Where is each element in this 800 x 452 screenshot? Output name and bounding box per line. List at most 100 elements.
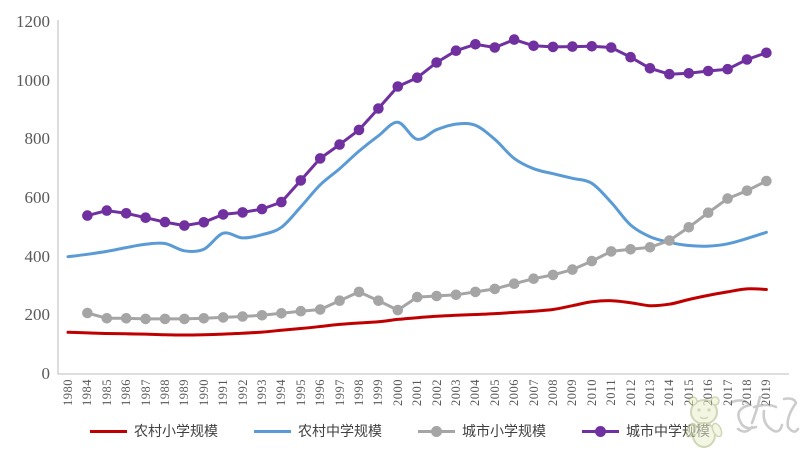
- x-tick-label: 1999: [371, 379, 386, 406]
- series-line: [66, 120, 768, 259]
- legend-label: 城市小学规模: [462, 423, 546, 439]
- data-point-marker: [237, 207, 248, 218]
- legend-line-sample: [90, 429, 127, 433]
- x-tick-label: 2005: [487, 379, 502, 406]
- data-point-marker: [741, 185, 753, 196]
- data-point-marker: [741, 54, 753, 65]
- data-point-marker: [586, 41, 598, 52]
- x-tick-label: 1986: [119, 379, 134, 406]
- data-point-marker: [702, 207, 714, 218]
- data-point-marker: [373, 103, 384, 114]
- data-point-marker: [567, 41, 578, 52]
- data-point-marker: [431, 57, 442, 68]
- data-point-marker: [528, 40, 539, 52]
- data-point-marker: [353, 286, 365, 298]
- data-point-marker: [101, 313, 113, 324]
- data-point-marker: [237, 311, 248, 322]
- x-tick-label: 2008: [546, 379, 560, 406]
- data-point-marker: [353, 124, 365, 136]
- data-point-marker: [644, 242, 656, 253]
- data-point-marker: [489, 42, 501, 53]
- x-tick-label: 2012: [623, 379, 638, 406]
- x-tick-label: 2007: [526, 379, 541, 406]
- y-tick-label: 600: [24, 188, 51, 207]
- axis-lines: [57, 20, 789, 375]
- x-tick-label: 2018: [740, 379, 754, 406]
- data-point-marker: [664, 68, 675, 80]
- x-tick-label: 2000: [390, 379, 405, 406]
- data-point-marker: [256, 203, 268, 215]
- series-rural-middle: [66, 120, 768, 259]
- chart-legend: 农村小学规模 农村中学规模 城市小学规模 城市中学规模: [0, 421, 800, 441]
- legend-item-rural-middle: 农村中学规模: [254, 421, 382, 441]
- data-point-marker: [179, 220, 190, 231]
- data-point-marker: [140, 212, 151, 223]
- y-tick-label: 400: [24, 246, 51, 266]
- series-urban-middle: [82, 34, 772, 231]
- x-tick-label: 2004: [468, 379, 483, 406]
- data-point-marker: [722, 63, 733, 75]
- data-point-marker: [450, 289, 462, 301]
- data-point-marker: [450, 45, 462, 56]
- data-point-marker: [722, 193, 733, 204]
- legend-line-marker: [90, 426, 127, 437]
- data-point-marker: [314, 153, 326, 164]
- x-tick-label: 1994: [274, 379, 289, 406]
- data-point-marker: [82, 210, 93, 221]
- data-point-marker: [120, 208, 132, 219]
- x-tick-label: 2019: [759, 379, 774, 406]
- data-point-marker: [314, 304, 326, 315]
- x-tick-label: 1996: [313, 379, 328, 406]
- data-point-marker: [508, 34, 520, 45]
- y-tick-label: 800: [24, 129, 51, 149]
- data-point-marker: [120, 313, 132, 324]
- data-point-marker: [761, 175, 772, 187]
- data-point-marker: [295, 175, 307, 186]
- data-point-marker: [431, 290, 442, 302]
- data-point-marker: [334, 139, 345, 150]
- x-tick-label: 1995: [293, 379, 308, 406]
- x-tick-label: 2014: [662, 379, 677, 406]
- legend-line-marker: [254, 426, 291, 437]
- x-tick-label: 2003: [449, 379, 463, 406]
- legend-label: 城市中学规模: [626, 423, 710, 439]
- data-point-marker: [547, 41, 559, 53]
- legend-dot-sample: [595, 425, 606, 437]
- series-line: [66, 287, 768, 337]
- x-tick-label: 1988: [158, 379, 172, 406]
- data-point-marker: [373, 295, 384, 307]
- data-point-marker: [664, 235, 675, 246]
- legend-item-rural-primary: 农村小学规模: [90, 421, 218, 441]
- data-point-marker: [276, 308, 287, 319]
- data-point-marker: [217, 209, 229, 220]
- y-tick-label: 200: [24, 305, 51, 325]
- x-tick-label: 2010: [584, 379, 599, 406]
- x-tick-label: 2011: [604, 379, 619, 406]
- x-tick-label: 1997: [332, 379, 347, 406]
- data-point-marker: [625, 244, 636, 255]
- data-point-marker: [470, 286, 481, 298]
- x-tick-label: 1990: [196, 379, 211, 406]
- data-point-marker: [489, 283, 501, 295]
- x-tick-label: 2009: [565, 379, 580, 406]
- data-point-marker: [411, 291, 423, 303]
- data-point-marker: [683, 222, 695, 233]
- legend-label: 农村中学规模: [298, 423, 382, 439]
- series-rural-primary: [66, 287, 768, 337]
- data-point-marker: [547, 269, 559, 281]
- legend-item-urban-primary: 城市小学规模: [418, 421, 546, 441]
- x-tick-label: 2013: [643, 379, 657, 406]
- data-point-marker: [761, 47, 772, 59]
- x-tick-label: 2002: [429, 379, 444, 406]
- data-point-marker: [392, 81, 404, 92]
- data-point-marker: [625, 51, 636, 63]
- data-point-marker: [276, 196, 287, 208]
- x-tick-label: 2015: [681, 379, 696, 406]
- y-tick-label: 1000: [16, 70, 50, 90]
- data-point-marker: [101, 205, 113, 216]
- data-point-marker: [159, 313, 171, 325]
- data-point-marker: [82, 307, 93, 319]
- x-tick-label: 2006: [507, 379, 522, 406]
